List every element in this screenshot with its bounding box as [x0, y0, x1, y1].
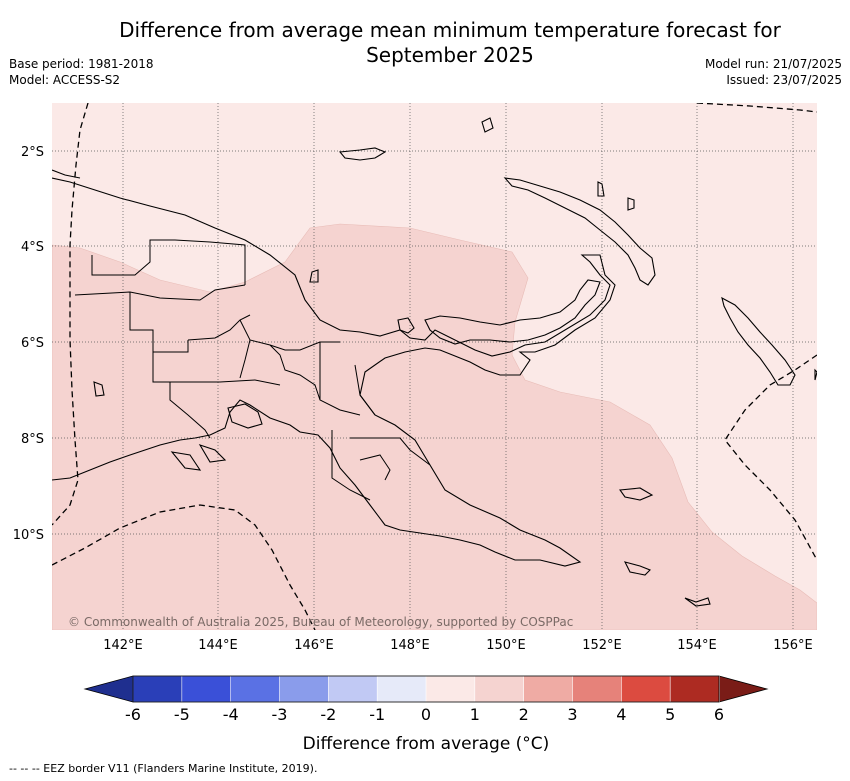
lat-label: 10°S	[13, 528, 44, 543]
colorbar-tick-label: -6	[125, 705, 141, 724]
colorbar-extend-high	[718, 675, 769, 703]
colorbar-tick-label: -3	[272, 705, 288, 724]
lon-label: 152°E	[582, 638, 622, 653]
colorbar-cell	[328, 675, 378, 703]
colorbar-cell	[523, 675, 574, 703]
provincial-borders	[74, 239, 431, 501]
model-name: Model: ACCESS-S2	[9, 73, 121, 87]
colorbar-cell	[621, 675, 671, 703]
colorbar-cell	[279, 675, 330, 703]
lat-label: 4°S	[21, 240, 44, 255]
colorbar-extend-low	[83, 675, 134, 703]
colorbar-tick-label: 4	[616, 705, 626, 724]
issued-date: Issued: 23/07/2025	[726, 73, 842, 87]
lon-label: 154°E	[677, 638, 717, 653]
colorbar-cell	[181, 675, 232, 703]
lon-label: 144°E	[198, 638, 238, 653]
colorbar-tick-label: -2	[320, 705, 336, 724]
lon-label: 150°E	[486, 638, 526, 653]
meta-left: Base period: 1981-2018 Model: ACCESS-S2	[9, 56, 154, 88]
copyright-text: © Commonwealth of Australia 2025, Bureau…	[68, 615, 573, 629]
colorbar-cell	[425, 675, 476, 703]
colorbar-cell	[230, 675, 281, 703]
lat-label: 2°S	[21, 145, 44, 160]
model-run: Model run: 21/07/2025	[704, 57, 842, 71]
colorbar-tick-label: 5	[665, 705, 675, 724]
colorbar-tick-label: 0	[421, 705, 431, 724]
lat-label: 8°S	[21, 432, 44, 447]
meta-right: Model run: 21/07/2025 Issued: 23/07/2025	[705, 56, 842, 88]
coastlines	[52, 117, 817, 607]
colorbar-tick-label: 3	[567, 705, 577, 724]
colorbar-tick-label: -1	[369, 705, 385, 724]
eez-footnote: -- -- -- EEZ border V11 (Flanders Marine…	[9, 762, 318, 775]
latitude-labels: 2°S 4°S 6°S 8°S 10°S	[13, 145, 44, 543]
colorbar-cell	[376, 675, 427, 703]
map-area	[52, 103, 817, 630]
colorbar: -6 -5 -4 -3 -2 -1 0 1 2 3 4 5 6 Difference from aver…	[83, 675, 769, 754]
base-period: Base period: 1981-2018	[9, 57, 154, 71]
lon-label: 142°E	[103, 638, 143, 653]
colorbar-tick-label: -4	[223, 705, 239, 724]
colorbar-cell	[474, 675, 525, 703]
lat-label: 6°S	[21, 336, 44, 351]
colorbar-tick-label: -5	[174, 705, 190, 724]
colorbar-tick-label: 1	[470, 705, 480, 724]
title-line-2: September 2025	[366, 43, 534, 67]
graticule	[52, 103, 817, 630]
lon-label: 148°E	[390, 638, 430, 653]
lon-label: 156°E	[773, 638, 813, 653]
colorbar-cell	[132, 675, 183, 703]
eez-borders	[52, 103, 817, 630]
colorbar-cell	[572, 675, 623, 703]
lon-label: 146°E	[294, 638, 334, 653]
colorbar-tick-label: 2	[519, 705, 529, 724]
longitude-labels: 142°E 144°E 146°E 148°E 150°E 152°E 154°…	[103, 638, 813, 653]
colorbar-tick-label: 6	[714, 705, 724, 724]
colorbar-cell	[669, 675, 720, 703]
title-line-1: Difference from average mean minimum tem…	[119, 18, 781, 42]
colorbar-label: Difference from average (°C)	[303, 734, 550, 754]
chart-title: Difference from average mean minimum tem…	[100, 18, 800, 68]
